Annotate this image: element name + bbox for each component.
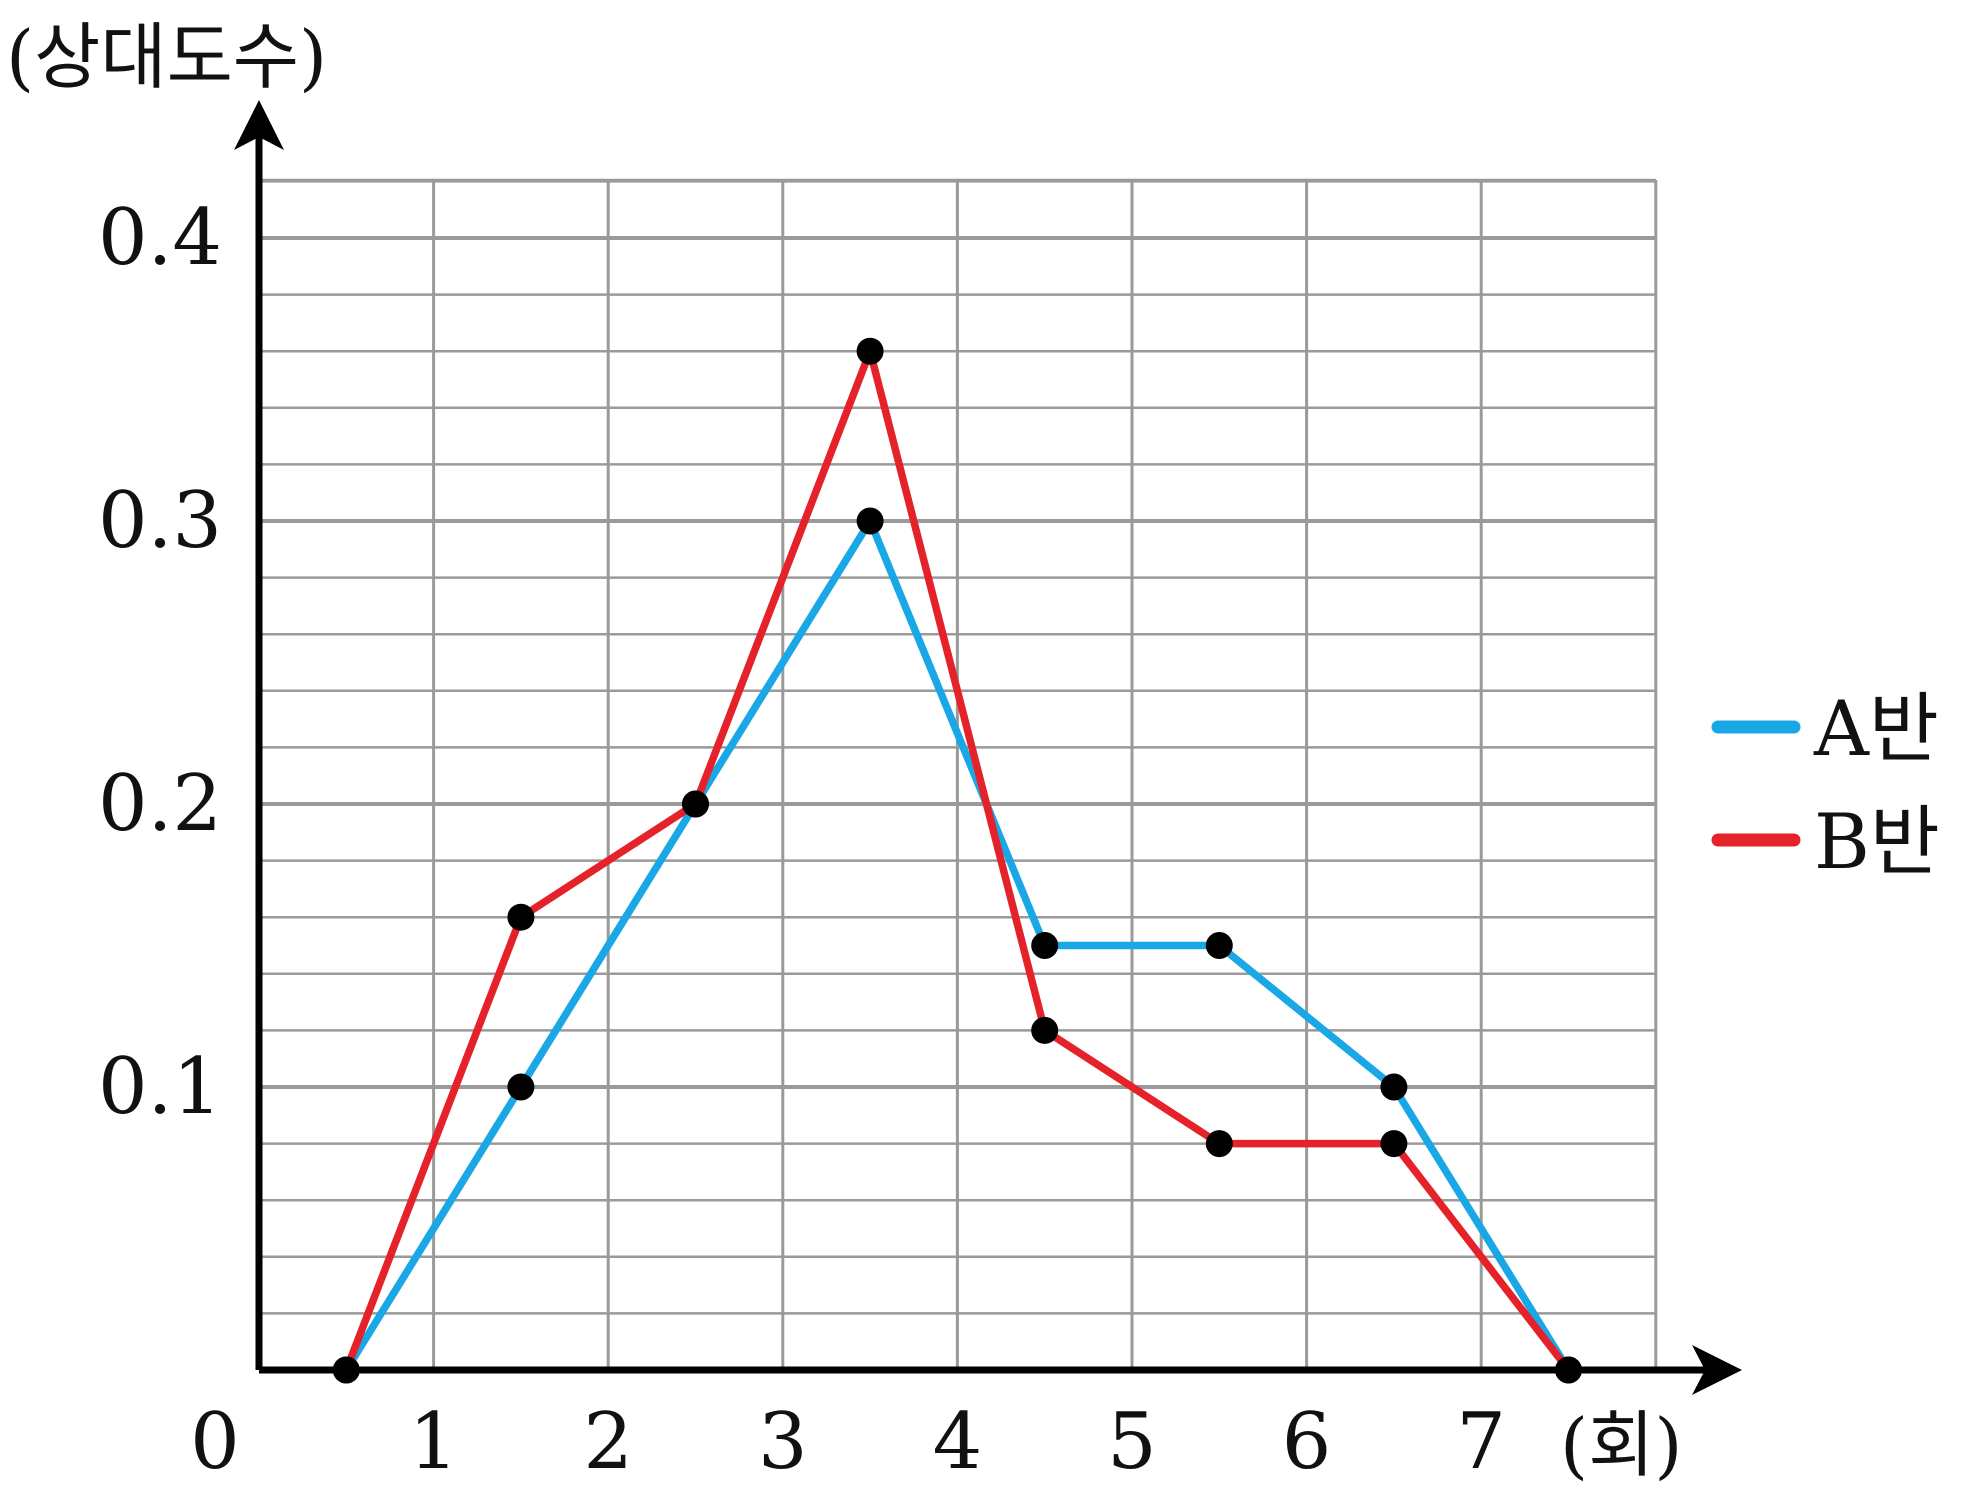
origin-label: 0 — [190, 1397, 240, 1487]
y-axis-arrow — [234, 100, 284, 150]
legend-label-b: B반 — [1814, 797, 1940, 886]
y-tick-label: 0.1 — [98, 1042, 222, 1132]
y-tick-label: 0.2 — [98, 759, 222, 849]
y-axis-label: (상대도수) — [6, 15, 327, 99]
data-point-b — [856, 337, 884, 365]
x-tick-label: 2 — [583, 1397, 633, 1487]
data-point-b — [1031, 1016, 1059, 1044]
series-lines — [342, 338, 1573, 1374]
series-line-a — [342, 512, 1573, 1374]
grid — [259, 178, 1658, 1370]
x-tick-label: 5 — [1107, 1397, 1157, 1487]
x-tick-label: 1 — [409, 1397, 459, 1487]
data-point-b — [332, 1356, 360, 1384]
data-point-b — [1380, 1130, 1408, 1158]
legend: A반 B반 — [1711, 684, 1940, 886]
data-point-b — [1205, 1130, 1233, 1158]
x-tick-label: 4 — [933, 1397, 983, 1487]
data-point-b — [682, 790, 709, 818]
data-point-a — [1205, 932, 1233, 959]
data-point-a — [507, 1073, 535, 1101]
series-line-b — [342, 338, 1573, 1374]
x-axis-arrow — [1692, 1345, 1742, 1395]
y-tick-label: 0.4 — [98, 193, 222, 283]
data-points — [332, 337, 1582, 1384]
x-tick-label: 6 — [1282, 1397, 1332, 1487]
tick-labels: 1 2 3 4 5 6 7 0.1 0.2 0.3 0.4 — [98, 193, 1506, 1487]
data-point-a — [1380, 1073, 1408, 1101]
x-tick-label: 7 — [1456, 1397, 1506, 1487]
data-point-b — [1555, 1356, 1582, 1384]
data-point-a — [1031, 932, 1059, 959]
x-tick-label: 3 — [758, 1397, 808, 1487]
data-point-b — [507, 903, 535, 931]
axes — [234, 100, 1742, 1395]
legend-label-a: A반 — [1813, 684, 1939, 773]
x-axis-label: (회) — [1560, 1403, 1682, 1487]
y-tick-label: 0.3 — [98, 476, 222, 566]
data-point-a — [856, 507, 884, 535]
